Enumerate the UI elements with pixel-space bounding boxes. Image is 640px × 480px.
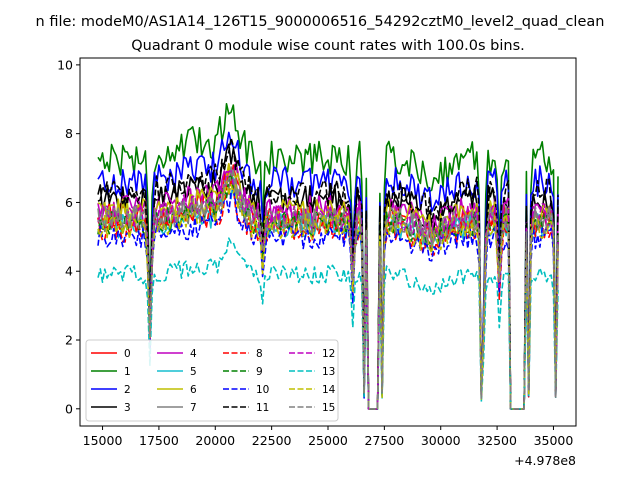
- legend-label-9: 9: [256, 366, 263, 378]
- x-offset-label: +4.978e8: [514, 453, 576, 468]
- legend-label-13: 13: [322, 366, 335, 378]
- figure-suptitle: n file: modeM0/AS1A14_126T15_9000006516_…: [36, 14, 605, 30]
- y-tick-label: 10: [57, 57, 73, 72]
- x-tick-label: 22500: [252, 433, 292, 448]
- x-tick-label: 27500: [364, 433, 404, 448]
- legend-label-6: 6: [190, 384, 197, 396]
- x-tick-label: 20000: [195, 433, 235, 448]
- x-tick-label: 32500: [477, 433, 517, 448]
- legend-label-12: 12: [322, 348, 335, 360]
- legend-label-0: 0: [124, 348, 131, 360]
- series-line-13: [97, 237, 559, 410]
- legend-label-5: 5: [190, 366, 197, 378]
- y-tick-label: 6: [65, 195, 73, 210]
- legend-label-14: 14: [322, 384, 336, 396]
- legend-label-2: 2: [124, 384, 131, 396]
- legend-label-10: 10: [256, 384, 269, 396]
- legend-label-8: 8: [256, 348, 263, 360]
- legend-label-4: 4: [190, 348, 197, 360]
- x-tick-label: 17500: [139, 433, 179, 448]
- legend-label-15: 15: [322, 402, 335, 414]
- y-tick-label: 0: [65, 401, 73, 416]
- axis-layer: 15000 17500 20000 22500 25000 27500 30000 32500…: [57, 57, 573, 448]
- legend-label-3: 3: [124, 402, 131, 414]
- y-tick-label: 8: [65, 126, 73, 141]
- y-tick-label: 4: [65, 264, 73, 279]
- legend-box: [85, 339, 339, 422]
- legend-label-11: 11: [256, 402, 269, 414]
- series-line-12: [97, 168, 559, 410]
- legend-label-1: 1: [124, 366, 131, 378]
- series-layer: [97, 103, 559, 410]
- x-tick-label: 15000: [83, 433, 123, 448]
- chart-title: Quadrant 0 module wise count rates with …: [131, 38, 525, 54]
- legend-label-7: 7: [190, 402, 197, 414]
- series-line-15: [97, 167, 559, 410]
- y-tick-label: 2: [65, 333, 73, 348]
- x-tick-label: 30000: [421, 433, 461, 448]
- x-tick-label: 35000: [534, 433, 574, 448]
- x-tick-label: 25000: [308, 433, 348, 448]
